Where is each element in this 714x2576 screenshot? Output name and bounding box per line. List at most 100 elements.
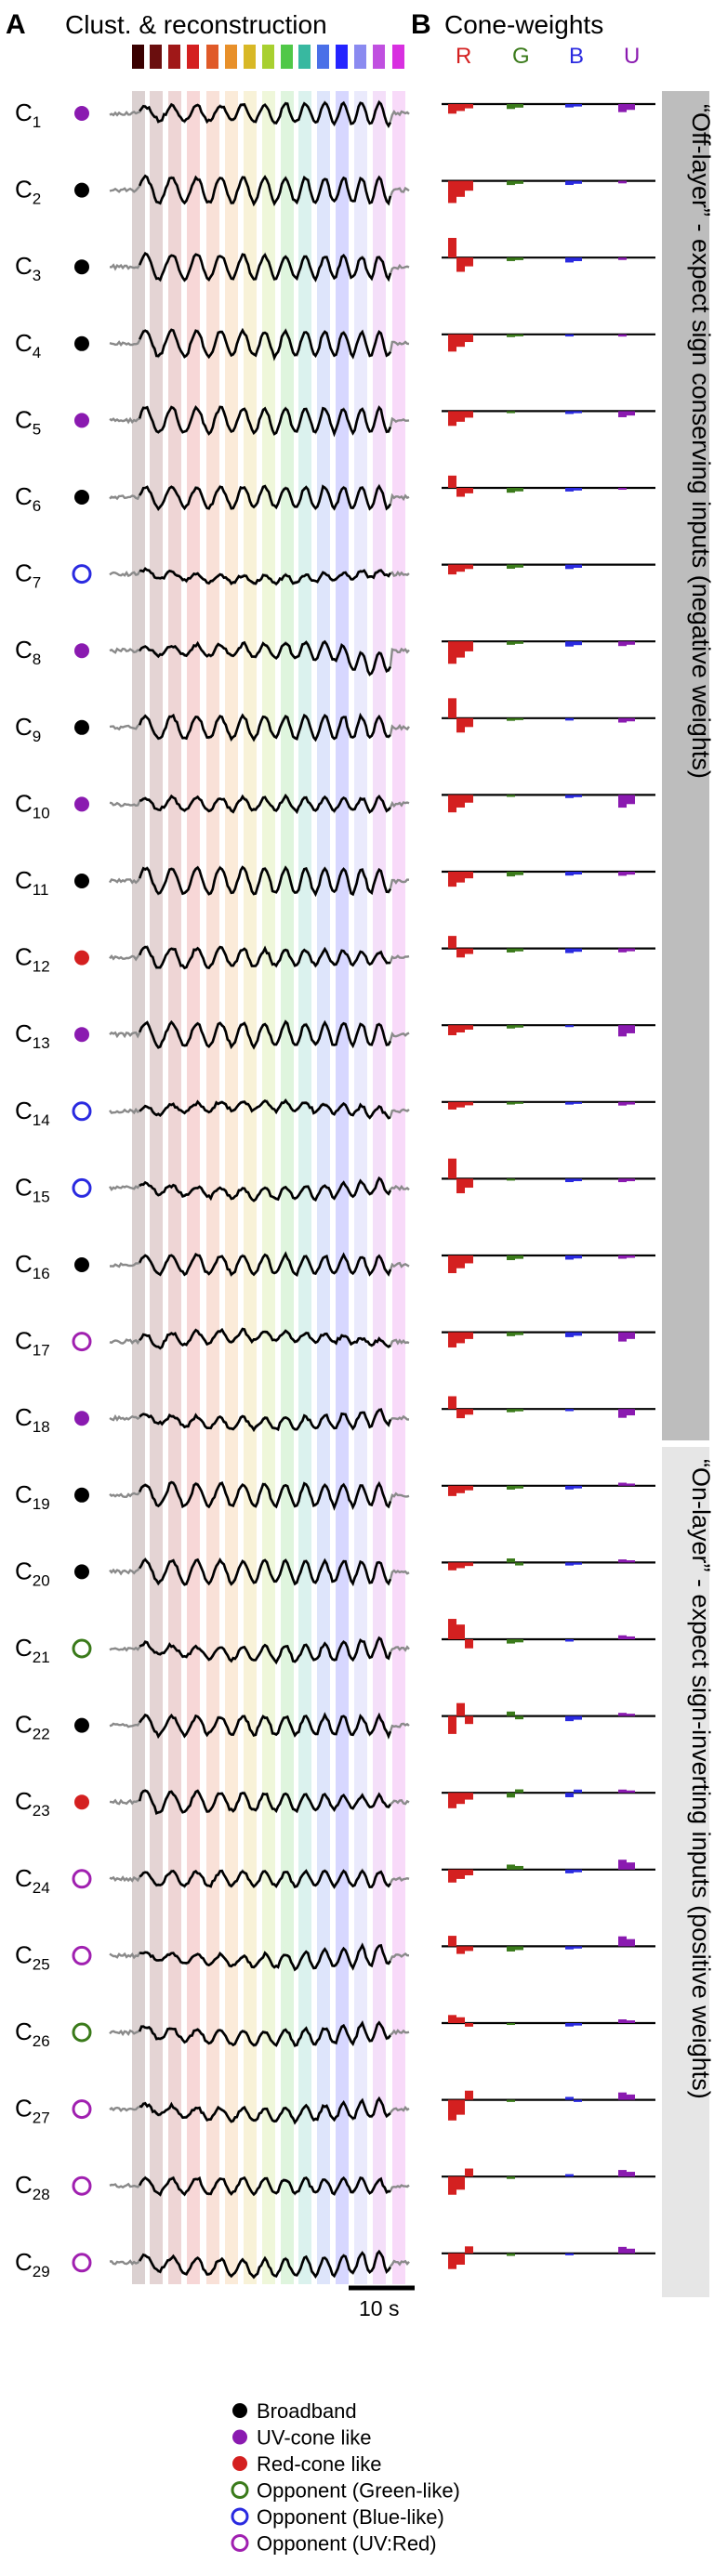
stimulus-square-8 xyxy=(262,45,274,69)
cluster-row-17: C17 xyxy=(15,1327,655,1360)
cone-weight-bar-u xyxy=(627,2172,635,2177)
cluster-row-22: C22 xyxy=(15,1702,655,1743)
cluster-label-letter: C xyxy=(15,943,33,971)
cluster-row-29: C29 xyxy=(15,2246,655,2280)
panel-b-title: Cone-weights xyxy=(444,10,603,39)
cone-weight-bar-g xyxy=(515,564,523,568)
cone-weight-bar-u xyxy=(618,2170,627,2177)
cone-weight-bar-u xyxy=(618,717,627,723)
cluster-marker-red xyxy=(74,1794,89,1810)
cluster-marker-uv xyxy=(74,106,89,121)
cluster-label: C26 xyxy=(15,2017,50,2050)
cluster-label-index: 24 xyxy=(33,1879,50,1897)
cluster-label: C9 xyxy=(15,713,41,745)
cone-weight-bar-r xyxy=(465,2023,473,2027)
legend-label: Opponent (Blue-like) xyxy=(257,2505,444,2529)
cluster-marker-opp_blue xyxy=(72,1177,92,1198)
cluster-marker-broadband xyxy=(74,182,89,198)
reconstruction-trace xyxy=(139,1327,391,1350)
stimulus-square-6 xyxy=(225,45,237,69)
cone-weight-bar-r xyxy=(448,1158,456,1179)
cluster-label-index: 5 xyxy=(33,420,41,438)
cone-weight-bar-r xyxy=(448,1619,456,1639)
cone-weight-bar-b xyxy=(574,795,582,797)
cone-weight-bar-u xyxy=(618,1860,627,1870)
cone-weight-bar-b xyxy=(565,1409,574,1412)
reconstruction-trace xyxy=(139,484,392,512)
cluster-label: C10 xyxy=(15,789,50,821)
cone-weight-bar-r xyxy=(456,1332,465,1344)
cluster-label-letter: C xyxy=(15,1327,33,1355)
cluster-label-letter: C xyxy=(15,636,33,664)
cone-weight-bar-u xyxy=(627,1255,635,1258)
cone-weight-bar-g xyxy=(507,641,515,645)
cone-weight-bar-g xyxy=(515,1789,523,1794)
cone-weight-bar-r xyxy=(448,475,456,488)
cluster-label-index: 18 xyxy=(33,1418,50,1436)
reconstruction-trace xyxy=(139,1407,392,1433)
cluster-label-index: 28 xyxy=(33,2186,50,2203)
cluster-row-7: C7 xyxy=(15,559,655,592)
reconstruction-trace xyxy=(139,1557,392,1587)
cluster-label-letter: C xyxy=(15,1019,33,1047)
cone-weight-bar-b xyxy=(574,488,582,491)
cone-weight-bar-g xyxy=(507,2023,515,2026)
cone-weight-bar-g xyxy=(515,334,523,336)
cone-weight-bar-b xyxy=(565,180,574,186)
stimulus-square-1 xyxy=(132,45,144,69)
cluster-label-index: 3 xyxy=(33,267,41,284)
cone-weight-bar-b xyxy=(565,564,574,570)
cone-weight-bar-b xyxy=(565,104,574,108)
cone-weight-bar-u xyxy=(618,1789,627,1794)
cone-weight-bar-r xyxy=(465,641,473,651)
cone-weight-bar-r xyxy=(465,1562,473,1567)
cone-weight-bar-u xyxy=(618,2246,627,2254)
stimulus-square-11 xyxy=(317,45,329,69)
cluster-label: C2 xyxy=(15,176,41,208)
cluster-marker-uv xyxy=(74,796,89,812)
cluster-marker-broadband xyxy=(74,1717,89,1733)
cone-weight-bar-b xyxy=(565,411,574,414)
cone-weight-bar-r xyxy=(465,1332,473,1339)
cone-weight-bar-b xyxy=(574,1485,582,1489)
cone-weight-bar-u xyxy=(627,717,635,722)
cone-weight-bar-b xyxy=(574,1178,582,1182)
cone-weight-bar-r xyxy=(465,1255,473,1264)
cone-weight-bar-g xyxy=(507,1793,515,1798)
cluster-label-letter: C xyxy=(15,1557,33,1584)
cone-weight-bar-b xyxy=(565,641,574,647)
cone-weight-bar-r xyxy=(456,1485,465,1493)
cone-weight-bar-u xyxy=(618,1559,627,1563)
cone-weight-bar-u xyxy=(618,1255,627,1259)
reconstruction-trace xyxy=(139,2175,391,2197)
cone-weight-bar-r xyxy=(456,257,465,272)
cluster-label: C15 xyxy=(15,1173,50,1205)
cone-weight-bar-g xyxy=(507,488,515,493)
cluster-label-letter: C xyxy=(15,176,33,204)
cone-weight-bar-r xyxy=(465,104,473,109)
cone-weight-bar-b xyxy=(574,257,582,261)
cone-weight-bar-u xyxy=(618,104,627,112)
cone-weight-bar-u xyxy=(627,948,635,952)
reconstruction-trace xyxy=(139,251,392,283)
cluster-label: C27 xyxy=(15,2095,50,2127)
cone-weight-bar-r xyxy=(465,257,473,267)
cone-weight-bar-b xyxy=(574,948,582,953)
cone-weight-bar-g xyxy=(515,104,523,108)
cluster-row-4: C4 xyxy=(15,327,655,361)
stimulus-square-5 xyxy=(206,45,218,69)
cone-weight-bar-b xyxy=(565,1485,574,1490)
cluster-label: C29 xyxy=(15,2248,50,2280)
cone-weight-bar-u xyxy=(618,180,627,184)
on-layer-band-label: “On-layer” - expect sign-inverting input… xyxy=(687,1459,714,2099)
cone-weight-bar-r xyxy=(465,872,473,879)
cone-weight-bar-u xyxy=(618,795,627,808)
cluster-label-letter: C xyxy=(15,482,33,510)
cone-weight-bar-g xyxy=(507,1332,515,1336)
reconstruction-trace xyxy=(139,1480,392,1511)
cone-weight-bar-r xyxy=(456,1409,465,1419)
panel-b-letter: B xyxy=(411,9,431,40)
reconstruction-trace xyxy=(138,405,392,438)
cluster-marker-opp_green xyxy=(72,2022,92,2043)
cone-weight-bar-r xyxy=(465,717,473,728)
